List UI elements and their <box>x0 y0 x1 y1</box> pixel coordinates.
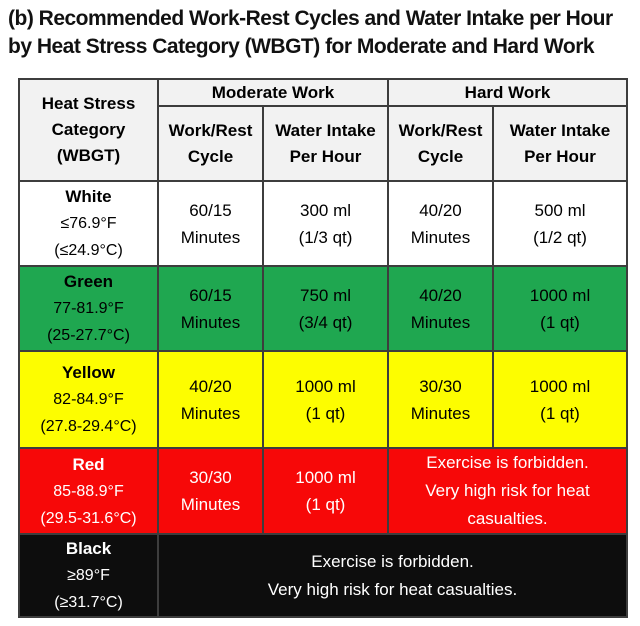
corner-header-heat-stress-category: Heat Stress Category (WBGT) <box>18 78 159 182</box>
page-title: (b) Recommended Work-Rest Cycles and Wat… <box>8 5 613 61</box>
subheader-line: Work/Rest <box>168 120 253 140</box>
cell-line: 1000 ml <box>529 285 591 305</box>
category-name: Red <box>72 454 105 474</box>
warning-line: Very high risk for heat casualties. <box>267 579 518 599</box>
category-cell-white: White ≤76.9°F (≤24.9°C) <box>18 180 159 267</box>
heat-stress-table: Heat Stress Category (WBGT) Moderate Wor… <box>18 78 628 618</box>
category-fahrenheit: ≥89°F <box>67 567 110 584</box>
warning-cell-all-work: Exercise is forbidden. Very high risk fo… <box>157 533 628 618</box>
subheader-line: Per Hour <box>524 146 596 166</box>
category-fahrenheit: 82-84.9°F <box>53 391 124 408</box>
cell-line: 750 ml <box>299 285 352 305</box>
category-cell-green: Green 77-81.9°F (25-27.7°C) <box>18 265 159 352</box>
category-name: White <box>65 187 112 206</box>
category-celsius: (29.5-31.6°C) <box>40 509 137 527</box>
subheader-line: Cycle <box>417 146 464 166</box>
cell-line: (1/3 qt) <box>298 227 353 247</box>
cell-moderate-water: 750 ml (3/4 qt) <box>262 265 389 352</box>
cell-line: (3/4 qt) <box>298 312 353 332</box>
category-cell-black: Black ≥89°F (≥31.7°C) <box>18 533 159 618</box>
subheader-line: Water Intake <box>275 120 376 140</box>
row-green: Green 77-81.9°F (25-27.7°C) 60/15 Minute… <box>18 265 628 352</box>
category-cell-yellow: Yellow 82-84.9°F (27.8-29.4°C) <box>18 350 159 449</box>
category-fahrenheit: 85-88.9°F <box>53 482 124 500</box>
corner-header-line: Category <box>51 120 126 139</box>
cell-hard-water: 1000 ml (1 qt) <box>492 350 628 449</box>
cell-line: 30/30 <box>419 376 462 396</box>
subheader-hard-water-intake: Water Intake Per Hour <box>492 105 628 182</box>
category-celsius: (27.8-29.4°C) <box>40 418 137 435</box>
warning-line: Very high risk for heat <box>425 481 590 500</box>
title-line-1: (b) Recommended Work-Rest Cycles and Wat… <box>8 7 613 30</box>
subheader-hard-work-rest-cycle: Work/Rest Cycle <box>387 105 494 182</box>
cell-moderate-water: 1000 ml (1 qt) <box>262 350 389 449</box>
cell-line: 60/15 <box>189 200 232 220</box>
row-yellow: Yellow 82-84.9°F (27.8-29.4°C) 40/20 Min… <box>18 350 628 449</box>
header-sub-row: Work/Rest Cycle Water Intake Per Hour Wo… <box>19 105 628 182</box>
cell-line: 30/30 <box>189 468 232 487</box>
cell-line: 40/20 <box>419 285 462 305</box>
cell-line: Minutes <box>410 227 471 247</box>
cell-line: 40/20 <box>189 376 232 396</box>
category-fahrenheit: ≤76.9°F <box>60 215 117 232</box>
subheader-line: Per Hour <box>289 146 362 166</box>
corner-header-line: Heat Stress <box>41 94 136 113</box>
cell-hard-water: 1000 ml (1 qt) <box>492 265 628 352</box>
category-celsius: (25-27.7°C) <box>47 327 130 344</box>
cell-line: Minutes <box>180 495 241 514</box>
cell-line: 1000 ml <box>529 376 591 396</box>
cell-line: Minutes <box>180 227 241 247</box>
title-line-2: by Heat Stress Category (WBGT) for Moder… <box>8 35 595 58</box>
category-celsius: (≤24.9°C) <box>54 242 123 259</box>
header-group-row: Heat Stress Category (WBGT) Moderate Wor… <box>18 78 628 182</box>
cell-line: Minutes <box>180 312 241 332</box>
warning-line: casualties. <box>467 509 548 528</box>
cell-line: 500 ml <box>534 200 586 220</box>
cell-moderate-cycle: 60/15 Minutes <box>157 265 264 352</box>
cell-moderate-cycle: 60/15 Minutes <box>157 180 264 267</box>
warning-cell-hard-work: Exercise is forbidden. Very high risk fo… <box>387 447 628 535</box>
category-name: Black <box>65 539 112 558</box>
cell-line: 60/15 <box>189 285 232 305</box>
category-name: Green <box>63 272 114 291</box>
cell-moderate-water: 300 ml (1/3 qt) <box>262 180 389 267</box>
cell-line: Minutes <box>410 403 471 423</box>
cell-line: (1 qt) <box>540 312 580 332</box>
cell-line: Minutes <box>410 312 471 332</box>
category-cell-red: Red 85-88.9°F (29.5-31.6°C) <box>18 447 159 535</box>
cell-line: 40/20 <box>419 200 462 220</box>
cell-moderate-water: 1000 ml (1 qt) <box>262 447 389 535</box>
cell-moderate-cycle: 30/30 Minutes <box>157 447 264 535</box>
row-red: Red 85-88.9°F (29.5-31.6°C) 30/30 Minute… <box>18 447 628 535</box>
cell-hard-cycle: 40/20 Minutes <box>387 265 494 352</box>
category-name: Yellow <box>62 363 115 382</box>
cell-line: (1 qt) <box>305 403 346 423</box>
group-header-hard-work: Hard Work <box>387 78 628 107</box>
subheader-line: Water Intake <box>509 120 611 140</box>
cell-line: 1000 ml <box>295 376 356 396</box>
group-header-moderate-work: Moderate Work <box>157 78 389 107</box>
cell-line: (1 qt) <box>540 403 580 423</box>
subheader-moderate-water-intake: Water Intake Per Hour <box>262 105 389 182</box>
warning-line: Exercise is forbidden. <box>311 551 474 571</box>
cell-line: 1000 ml <box>295 468 356 487</box>
row-white: White ≤76.9°F (≤24.9°C) 60/15 Minutes 30… <box>18 180 628 267</box>
cell-line: (1/2 qt) <box>533 227 587 247</box>
category-fahrenheit: 77-81.9°F <box>53 300 124 317</box>
subheader-line: Work/Rest <box>398 120 483 140</box>
cell-line: 300 ml <box>299 200 352 220</box>
row-black: Black ≥89°F (≥31.7°C) Exercise is forbid… <box>18 533 628 618</box>
subheader-line: Cycle <box>187 146 234 166</box>
cell-hard-water: 500 ml (1/2 qt) <box>492 180 628 267</box>
cell-line: Minutes <box>180 403 241 423</box>
category-celsius: (≥31.7°C) <box>54 594 123 611</box>
corner-header-line: (WBGT) <box>56 146 121 165</box>
cell-hard-cycle: 30/30 Minutes <box>387 350 494 449</box>
cell-line: (1 qt) <box>305 495 346 514</box>
subheader-moderate-work-rest-cycle: Work/Rest Cycle <box>157 105 264 182</box>
cell-hard-cycle: 40/20 Minutes <box>387 180 494 267</box>
warning-line: Exercise is forbidden. <box>426 453 589 472</box>
cell-moderate-cycle: 40/20 Minutes <box>157 350 264 449</box>
